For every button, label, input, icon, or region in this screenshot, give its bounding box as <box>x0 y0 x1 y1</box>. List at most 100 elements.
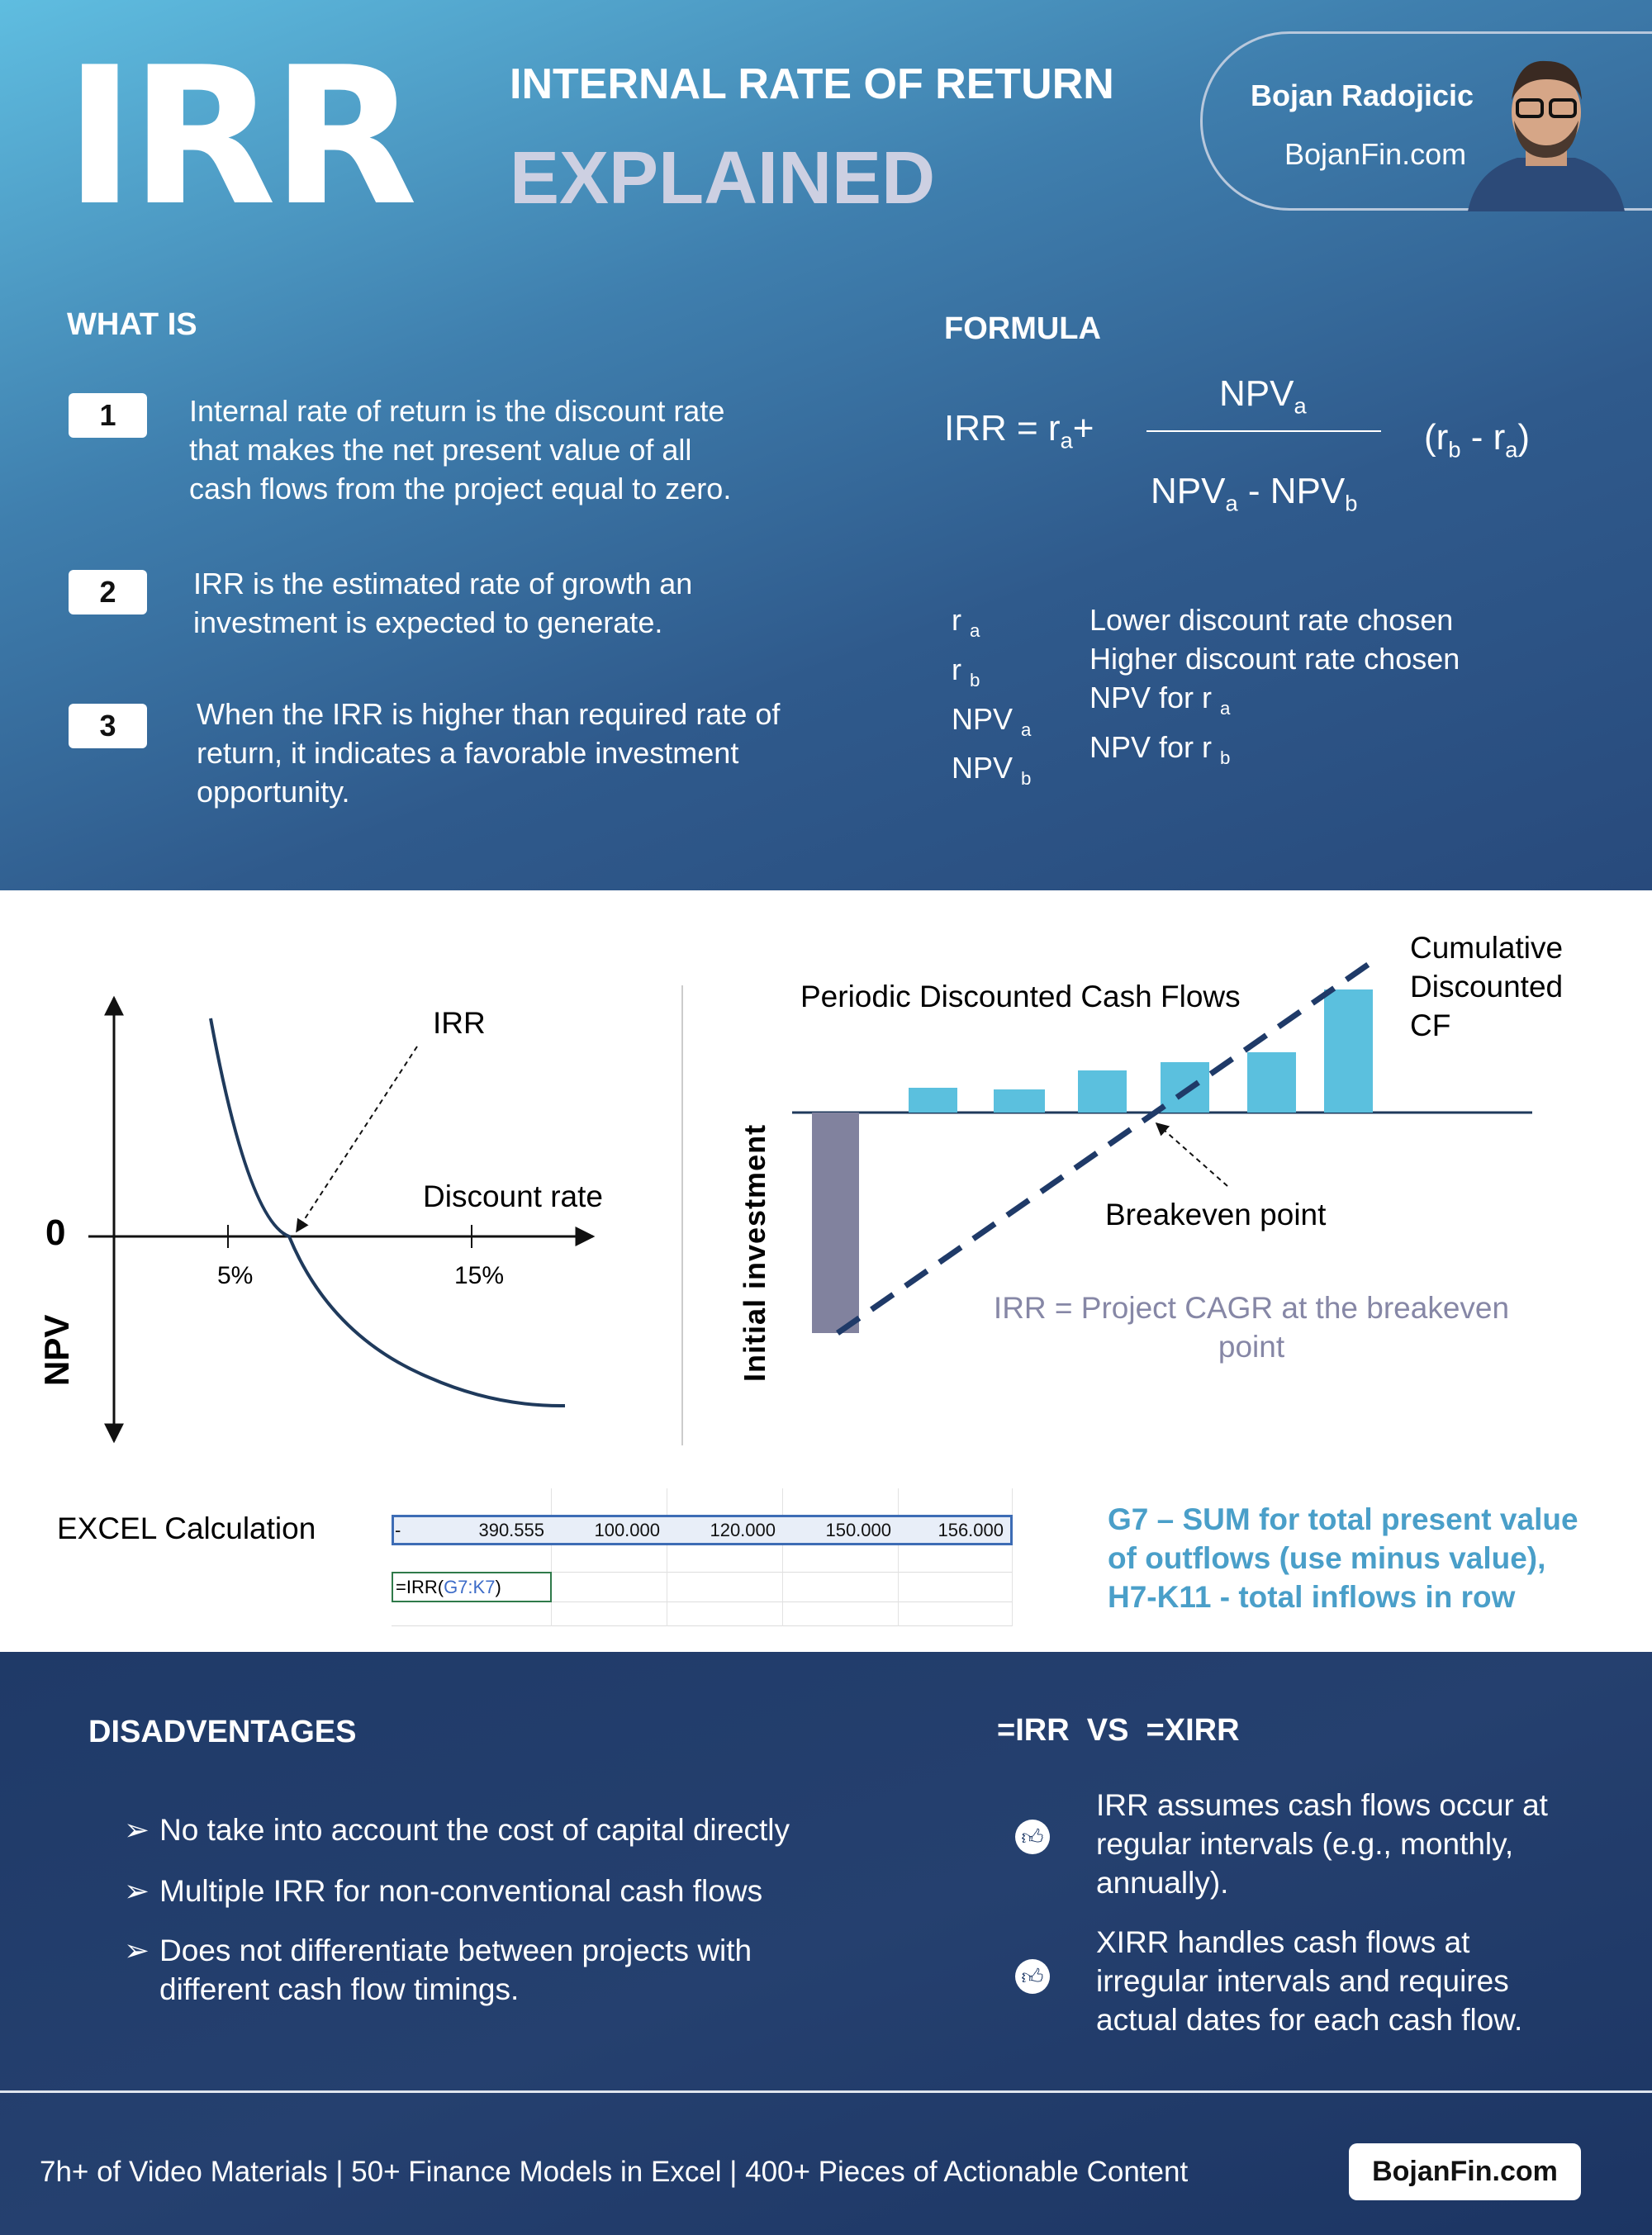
cash-flow-bar <box>1161 1062 1209 1113</box>
formula-sub: a <box>1505 436 1518 463</box>
npv-curve <box>209 1018 566 1408</box>
label-line: Discounted <box>1410 970 1564 1004</box>
excel-cell[interactable]: - <box>395 1520 401 1540</box>
thumbs-up-icon: 👍︎ <box>1015 1820 1050 1854</box>
text-line: regular intervals (e.g., monthly, <box>1096 1827 1514 1861</box>
npv-axis-label: NPV <box>37 1314 76 1386</box>
irr-vs-xirr-item: IRR assumes cash flows occur at regular … <box>1096 1786 1548 1902</box>
excel-cell[interactable]: 156.000 <box>938 1520 1004 1540</box>
cumulative-cf-line <box>836 955 1380 1336</box>
irr-logo: IRR <box>64 27 418 248</box>
formula-sub: b <box>1448 436 1461 463</box>
author-avatar <box>1468 60 1625 211</box>
note-line: point <box>1218 1330 1285 1364</box>
chevron-icon: ➢ <box>124 1813 150 1847</box>
disadvantage-item: Does not differentiate between projects … <box>159 1931 752 2009</box>
author-card <box>1200 31 1652 211</box>
text-line: irregular intervals and requires <box>1096 1964 1509 1998</box>
cash-flow-bar <box>909 1088 957 1113</box>
note-line: IRR = Project CAGR at the breakeven <box>993 1291 1510 1325</box>
thumbs-up-icon: 👍︎ <box>1015 1959 1050 1994</box>
page-title: INTERNAL RATE OF RETURN <box>510 60 1114 108</box>
npv-zero-label: 0 <box>45 1212 66 1253</box>
formula-text: NPV <box>1219 373 1294 414</box>
formula-heading: FORMULA <box>944 311 1101 346</box>
text-line: cash flows from the project equal to zer… <box>189 472 732 505</box>
text-line: XIRR handles cash flows at <box>1096 1925 1470 1959</box>
formula-sub: a <box>1225 490 1238 516</box>
text-line: Internal rate of return is the discount … <box>189 394 725 428</box>
bojanfin-button[interactable]: BojanFin.com <box>1349 2143 1581 2200</box>
irr-cagr-note: IRR = Project CAGR at the breakeven poin… <box>921 1288 1582 1366</box>
formula-denominator: NPVa - NPVb <box>1151 471 1357 517</box>
formula-sub: a <box>1060 427 1073 453</box>
text-line: When the IRR is higher than required rat… <box>197 697 781 731</box>
disadvantage-item: No take into account the cost of capital… <box>159 1813 790 1847</box>
cumulative-label: Cumulative Discounted CF <box>1410 928 1563 1045</box>
text-line: different cash flow timings. <box>159 1972 520 2006</box>
text-line: IRR is the estimated rate of growth an <box>193 567 693 600</box>
bottom-section: DISADVENTAGES ➢ No take into account the… <box>0 1652 1652 2235</box>
item-badge: 3 <box>69 704 147 748</box>
tick-label: 5% <box>217 1262 254 1289</box>
formula-text: NPV <box>1151 471 1226 511</box>
irr-vs-xirr-item: XIRR handles cash flows at irregular int… <box>1096 1923 1522 2039</box>
excel-formula-cell[interactable]: =IRR(G7:K7) <box>392 1572 552 1602</box>
chevron-icon: ➢ <box>124 1874 150 1908</box>
irr-pointer <box>296 1046 418 1233</box>
what-is-heading: WHAT IS <box>67 307 197 342</box>
text-line: opportunity. <box>197 775 350 809</box>
excel-note: G7 – SUM for total present value of outf… <box>1108 1500 1578 1616</box>
def-symbol: NPV a <box>952 701 1032 740</box>
note-line: H7-K11 - total inflows in row <box>1108 1580 1516 1614</box>
formula-sub: a <box>1294 392 1307 419</box>
cash-flow-bar <box>1324 989 1373 1113</box>
fraction-line <box>1146 430 1381 432</box>
excel-cell[interactable]: 120.000 <box>710 1520 776 1540</box>
footer-text: 7h+ of Video Materials | 50+ Finance Mod… <box>40 2156 1189 2188</box>
text-line: IRR assumes cash flows occur at <box>1096 1788 1548 1822</box>
formula-text: - NPV <box>1237 471 1346 511</box>
formula-text: - r <box>1460 417 1506 458</box>
what-is-item-2: IRR is the estimated rate of growth an i… <box>193 564 692 642</box>
label-line: CF <box>1410 1008 1451 1042</box>
header-section: IRR INTERNAL RATE OF RETURN EXPLAINED Bo… <box>0 0 1652 890</box>
what-is-item-1: Internal rate of return is the discount … <box>189 391 731 508</box>
cash-flow-bar <box>1078 1070 1127 1113</box>
def-desc: Higher discount rate chosen <box>1089 642 1460 676</box>
breakeven-label: Breakeven point <box>1105 1198 1327 1231</box>
author-site: BojanFin.com <box>1284 137 1467 171</box>
text-line: that makes the net present value of all <box>189 433 692 467</box>
discount-rate-label: Discount rate <box>423 1179 603 1213</box>
formula-text: IRR = r <box>944 408 1061 448</box>
cf-chart-title: Periodic Discounted Cash Flows <box>800 980 1241 1013</box>
def-desc: NPV for r b <box>1089 729 1231 768</box>
excel-cell[interactable]: 150.000 <box>825 1520 891 1540</box>
excel-cell[interactable]: 100.000 <box>594 1520 660 1540</box>
formula-text: + <box>1072 408 1094 448</box>
initial-investment-bar <box>812 1113 859 1333</box>
text-line: Does not differentiate between projects … <box>159 1934 752 1967</box>
formula-numerator: NPVa <box>1219 373 1307 420</box>
excel-label: EXCEL Calculation <box>57 1511 316 1545</box>
tick-label: 15% <box>454 1262 505 1289</box>
irr-label: IRR <box>433 1006 486 1040</box>
def-symbol: r a <box>952 603 980 641</box>
excel-grid <box>392 1488 1013 1626</box>
label-line: Cumulative <box>1410 931 1564 965</box>
text-line: annually). <box>1096 1866 1229 1900</box>
note-line: G7 – SUM for total present value <box>1108 1502 1578 1536</box>
text-line: return, it indicates a favorable investm… <box>197 736 739 770</box>
item-badge: 1 <box>69 393 147 438</box>
def-symbol: NPV b <box>952 751 1032 790</box>
def-desc: NPV for r a <box>1089 681 1231 719</box>
excel-selected-row[interactable] <box>392 1515 1013 1545</box>
irr-vs-xirr-heading: =IRR VS =XIRR <box>997 1713 1240 1748</box>
def-desc: Lower discount rate chosen <box>1089 603 1454 637</box>
text-line: investment is expected to generate. <box>193 605 663 639</box>
author-name: Bojan Radojicic <box>1251 78 1474 112</box>
breakeven-pointer <box>1155 1122 1228 1187</box>
excel-cell[interactable]: 390.555 <box>478 1520 544 1540</box>
formula-multiplier: (rb - ra) <box>1424 417 1530 463</box>
cash-flow-bar <box>994 1089 1045 1113</box>
